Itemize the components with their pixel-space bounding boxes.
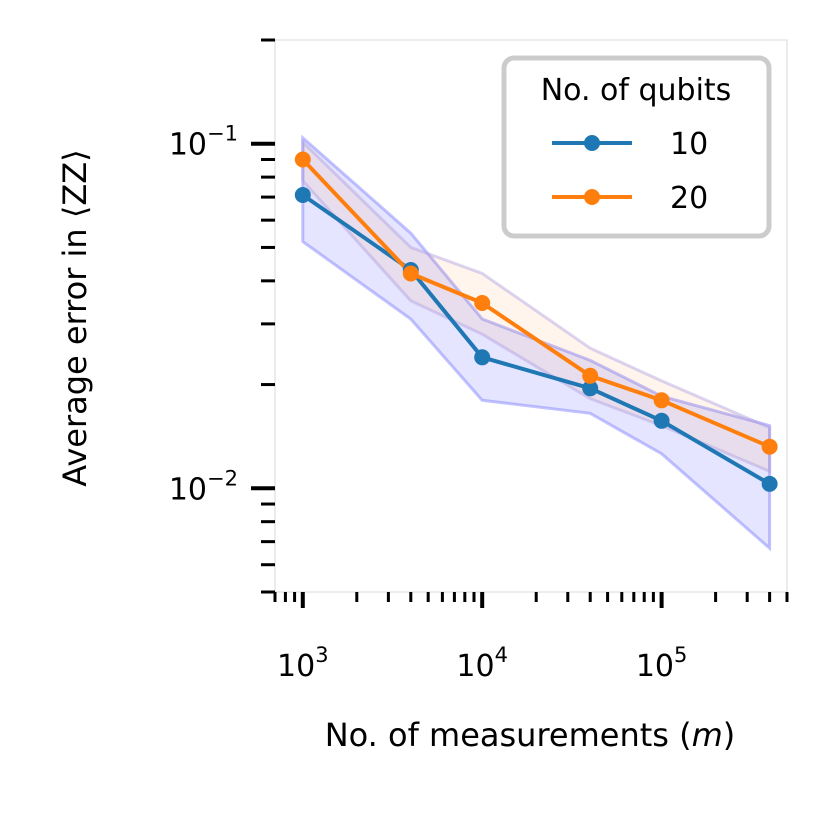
point-series-10-400000 [761,475,778,492]
series-lines [301,158,771,486]
point-series-20-1000 [294,151,311,168]
x-tick-label-4: 104 [456,643,508,684]
band-series-20 [301,138,772,474]
legend-label-10: 10 [670,127,708,162]
x-axis-label-variable: m [692,716,723,754]
line-series-10 [301,193,771,486]
point-series-10-40000 [582,380,599,397]
point-series-10-100000 [653,412,670,429]
legend-box [501,55,772,239]
point-series-20-400000 [761,438,778,455]
legend-marker-20 [584,189,600,205]
series-markers [294,151,778,492]
x-tick-label-5: 105 [636,643,688,684]
y-tick-label-−2: 10−2 [169,466,238,507]
y-axis-label: Average error in ⟨ZZ⟩ [56,149,94,486]
point-series-10-1000 [294,187,311,203]
legend-label-20: 20 [670,181,708,216]
point-series-20-40000 [582,367,599,384]
legend-marker-10 [584,135,600,151]
plot-frame [274,39,788,593]
point-series-20-10000 [474,295,491,311]
legend: No. of qubits 10 20 [501,55,772,239]
point-series-10-10000 [474,349,491,366]
point-series-20-100000 [653,392,670,409]
x-tick-label-3: 103 [277,643,329,684]
x-axis-ticks: 103 104 105 [273,592,789,684]
y-tick-label-−1: 10−1 [169,122,238,163]
x-axis-label: No. of measurements (m) [325,716,736,754]
confidence-bands [301,134,772,552]
line-series-20 [301,158,771,449]
band-series-10 [301,134,772,552]
legend-title: No. of qubits [541,73,732,108]
point-series-20-4000 [402,265,419,282]
y-axis-ticks: 10−1 10−2 [169,38,275,594]
